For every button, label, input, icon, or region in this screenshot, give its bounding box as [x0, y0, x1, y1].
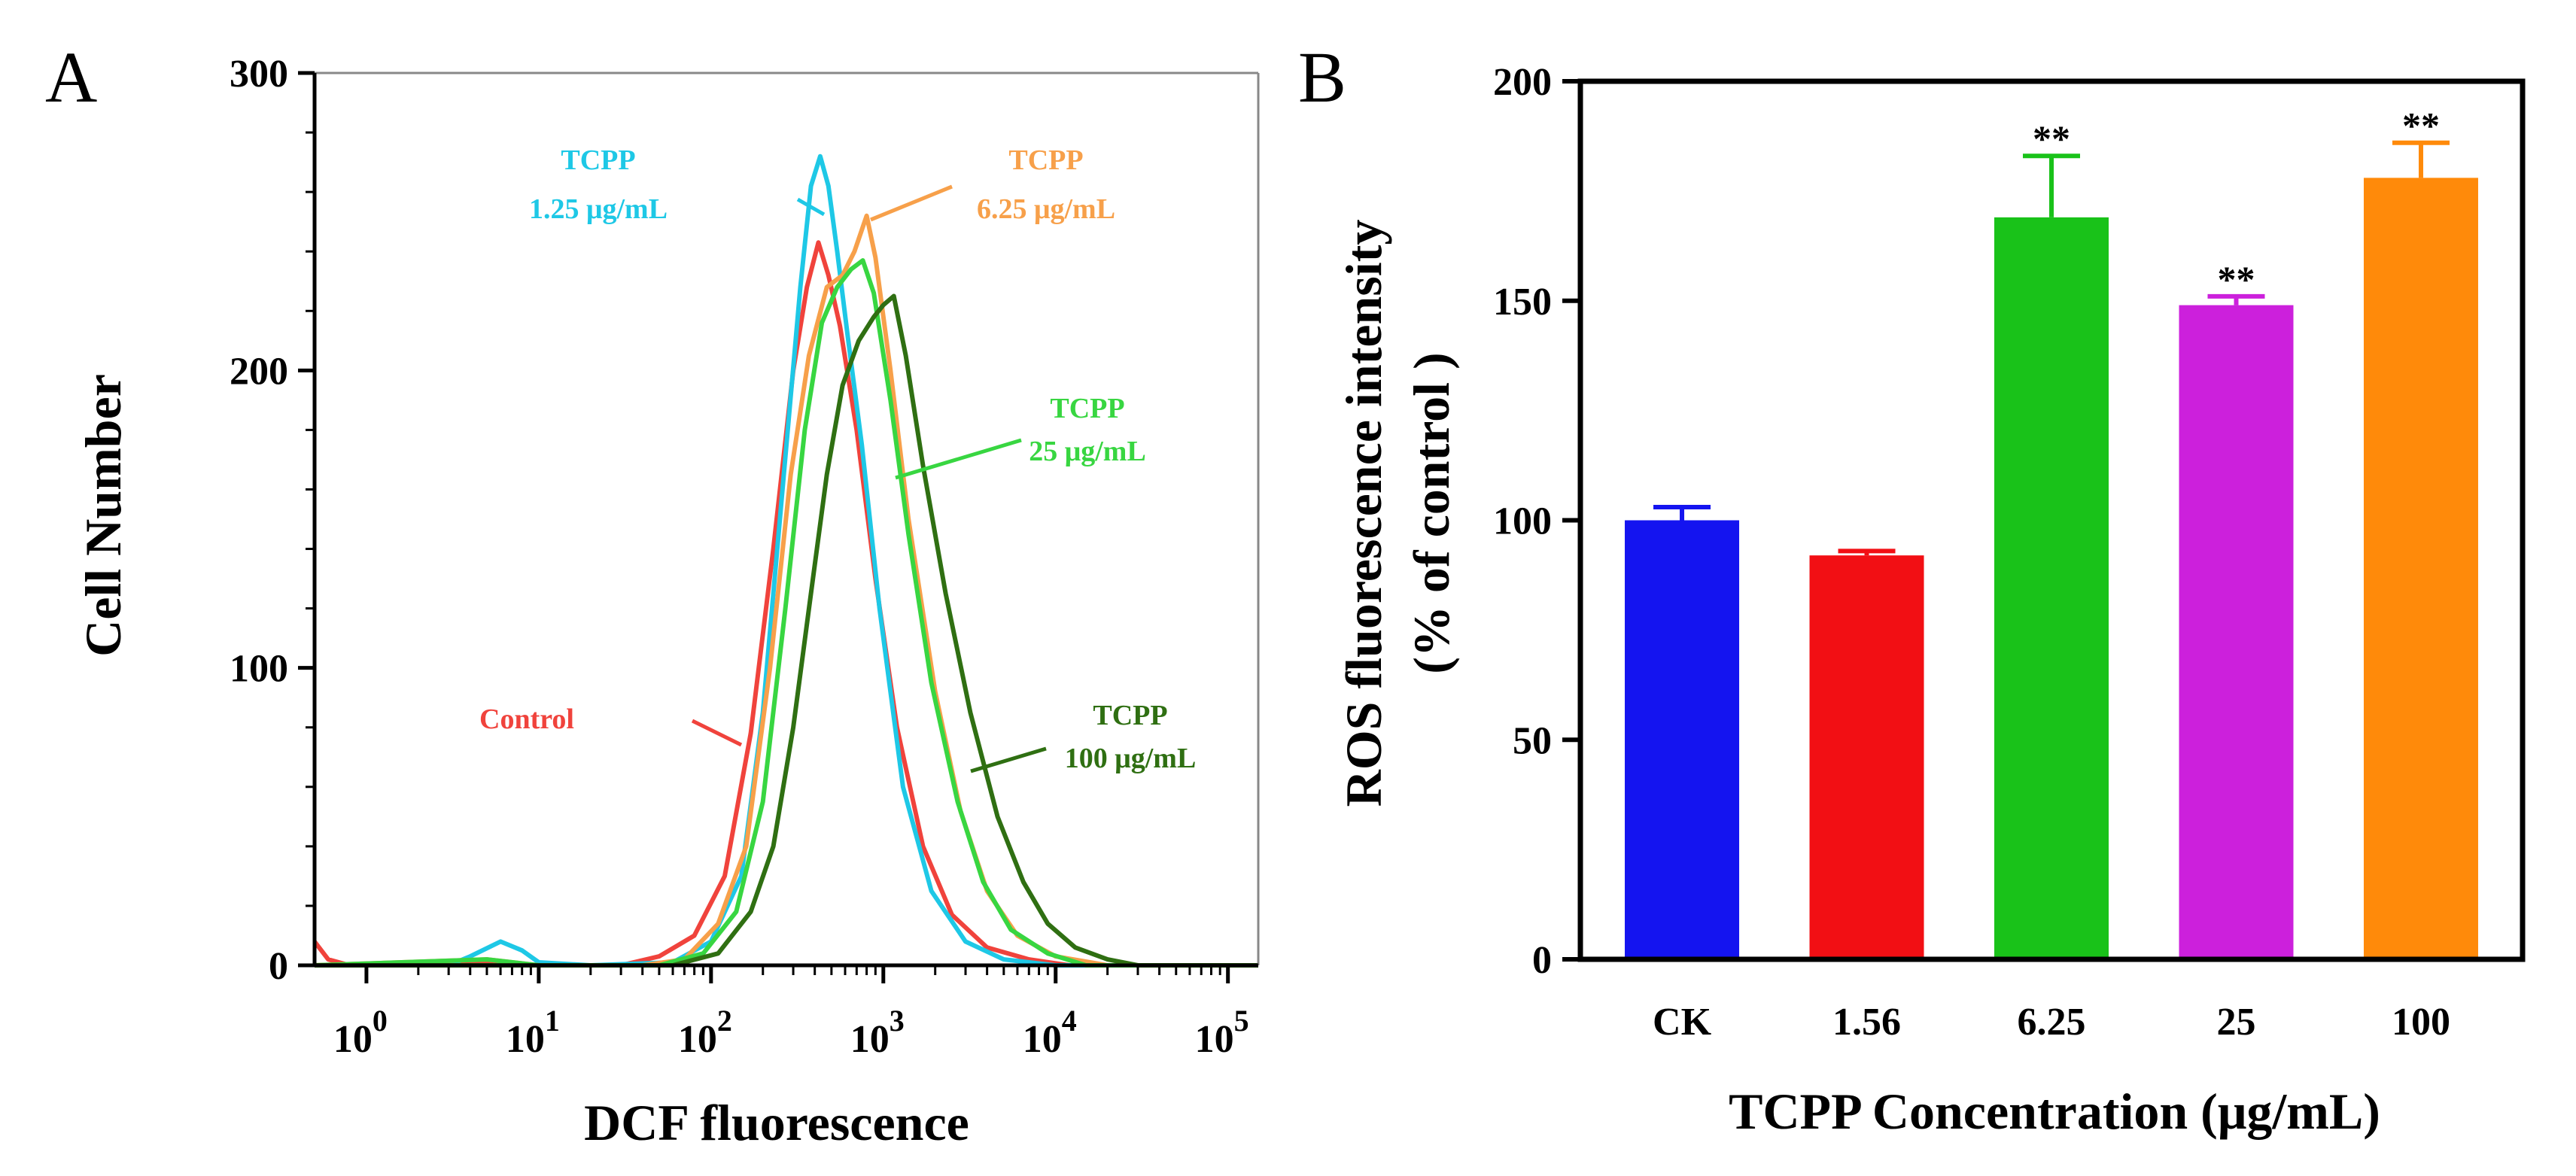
y-tick-label-3: 300	[230, 53, 288, 96]
panel-letter-a: A	[45, 37, 97, 117]
annotation-label-3-1: 25 μg/mL	[1029, 436, 1146, 467]
histogram-axes: 0 100 200 300 100 101 102 103 104 105	[230, 53, 1260, 1061]
panel-a-histogram: A 0 100 200 300 100 101 102 103 104 105 Control TC…	[45, 37, 1260, 1151]
x-tick-label-4: 104	[1023, 1004, 1077, 1061]
histogram-y-axis-label: Cell Number	[75, 374, 132, 657]
bar-x-axis-label: TCPP Concentration (μg/mL)	[1729, 1083, 2380, 1140]
x-category-label-3: 25	[2216, 1001, 2255, 1044]
bar-y-tick-label-4: 200	[1493, 61, 1552, 104]
panel-b-bar-chart: B ** ** ** CK 1.56 6.25 25 100 0 50 100 150 200 TCP…	[1298, 37, 2526, 1140]
histogram-series-group	[312, 153, 1258, 968]
significance-mark-2: **	[2033, 117, 2070, 160]
annotation-pointer-2	[870, 184, 953, 222]
y-tick-label-2: 200	[230, 350, 288, 393]
annotation-pointer-3	[895, 438, 1022, 480]
x-tick-label-3: 103	[850, 1004, 905, 1061]
series-line-3	[314, 258, 1258, 968]
significance-mark-4: **	[2402, 105, 2440, 147]
bar-series-group: ** ** **	[1625, 105, 2478, 960]
x-tick-label-2: 102	[678, 1004, 732, 1061]
annotation-label-4-1: 100 μg/mL	[1065, 743, 1197, 774]
annotation-label-4-0: TCPP	[1093, 700, 1167, 731]
histogram-annotations: Control TCPP 1.25 μg/mL TCPP 6.25 μg/mL TCPP 2…	[479, 144, 1196, 774]
annotation-label-3-0: TCPP	[1050, 393, 1124, 424]
x-tick-label-0: 100	[333, 1004, 388, 1061]
y-tick-label-1: 100	[230, 648, 288, 691]
annotation-label-2-0: TCPP	[1008, 144, 1083, 176]
series-line-4	[315, 293, 1258, 968]
significance-mark-3: **	[2217, 258, 2255, 300]
y-tick-label-0: 0	[269, 945, 288, 988]
x-category-label-4: 100	[2392, 1001, 2450, 1044]
x-category-label-1: 1.56	[1832, 1001, 1901, 1044]
bar-3	[2179, 305, 2294, 960]
annotation-pointer-4	[970, 746, 1047, 773]
bar-y-axis-label-line2: (% of control )	[1403, 352, 1460, 673]
bar-0	[1625, 520, 1740, 959]
bar-y-tick-label-2: 100	[1493, 500, 1552, 543]
bar-1	[1809, 555, 1924, 959]
annotation-pointer-1	[796, 197, 826, 217]
x-category-label-0: CK	[1653, 1001, 1712, 1044]
bar-axes: CK 1.56 6.25 25 100 0 50 100 150 200	[1493, 61, 2526, 1044]
bar-2	[1994, 217, 2109, 959]
bar-y-tick-label-0: 0	[1532, 939, 1552, 982]
histogram-x-axis-label: DCF fluorescence	[584, 1094, 969, 1151]
series-line-1	[315, 153, 1258, 968]
x-tick-label-1: 101	[506, 1004, 560, 1061]
annotation-label-0-0: Control	[479, 703, 574, 735]
x-category-label-2: 6.25	[2018, 1001, 2086, 1044]
bar-4	[2363, 178, 2478, 959]
panel-letter-b: B	[1298, 37, 1346, 117]
bar-y-tick-label-3: 150	[1493, 281, 1552, 324]
bar-y-tick-label-1: 50	[1513, 719, 1552, 762]
x-tick-label-5: 105	[1195, 1004, 1249, 1061]
annotation-pointer-0	[691, 719, 743, 747]
bar-y-axis-label-line1: ROS fluorescence intensity	[1335, 220, 1392, 807]
annotation-label-1-0: TCPP	[561, 144, 635, 176]
annotation-label-2-1: 6.25 μg/mL	[977, 193, 1115, 225]
annotation-label-1-1: 1.25 μg/mL	[529, 193, 668, 225]
